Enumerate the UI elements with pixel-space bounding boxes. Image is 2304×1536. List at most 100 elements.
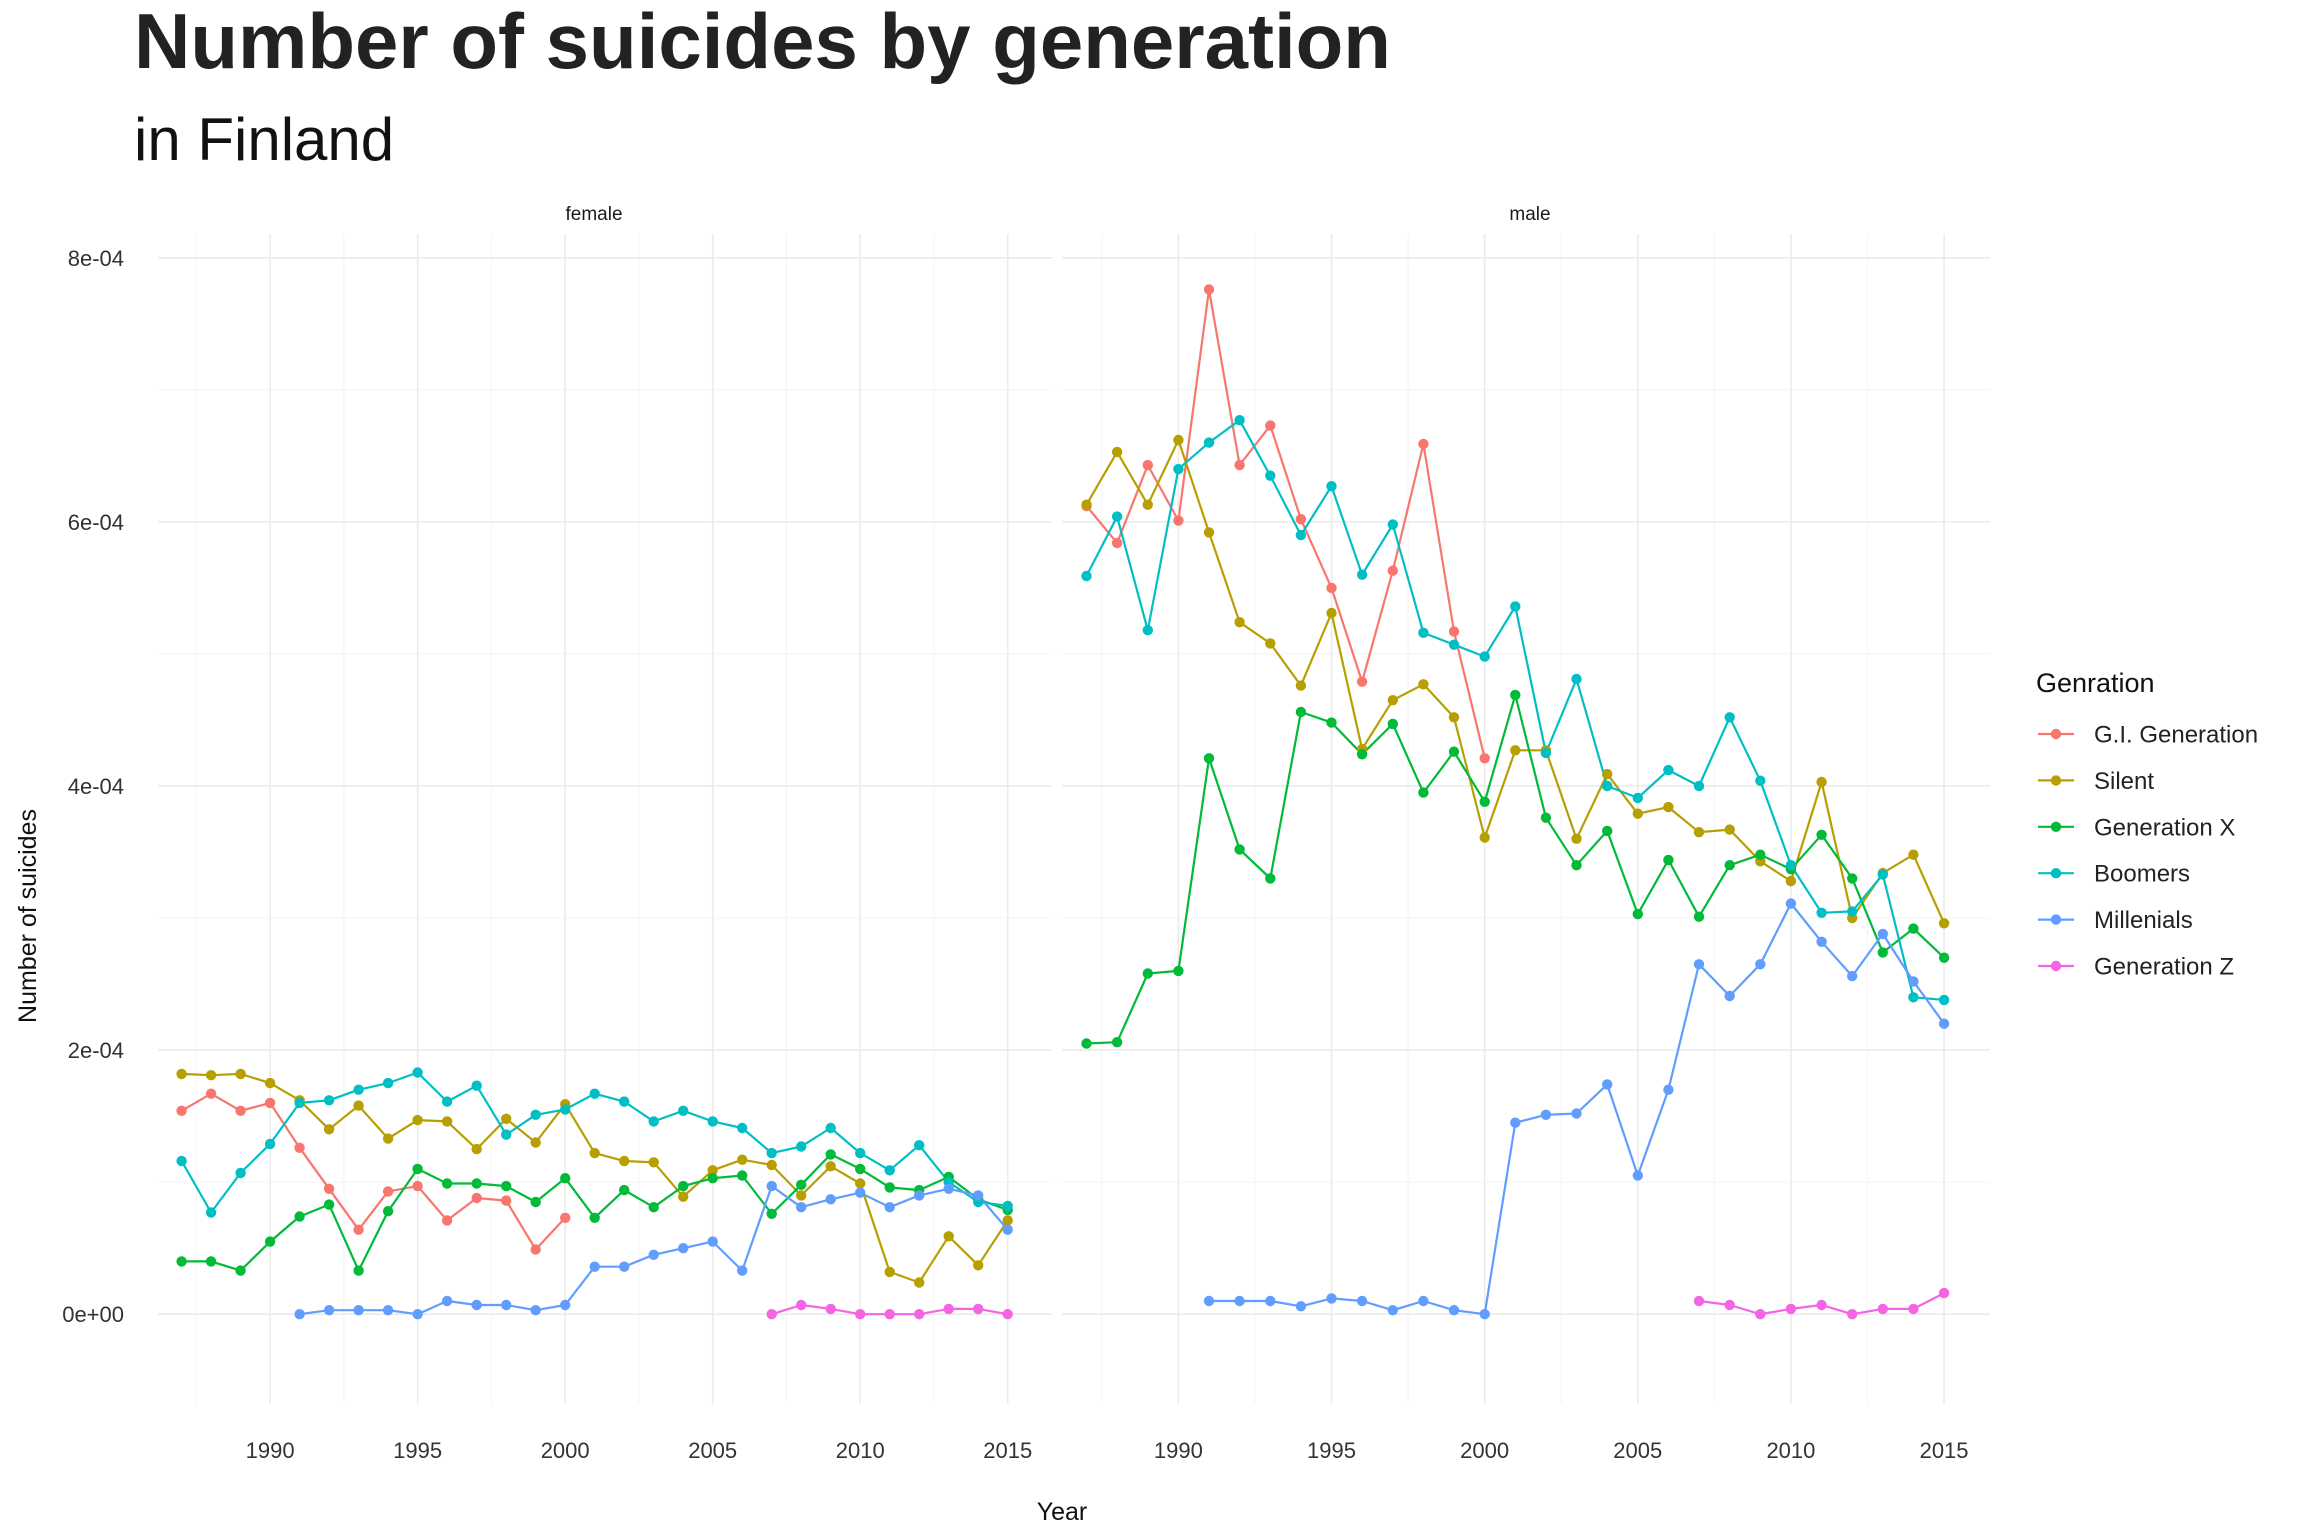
data-point-male-boomers — [1387, 519, 1399, 530]
legend-label: Silent — [2094, 768, 2154, 795]
legend-key-point — [2050, 775, 2062, 786]
data-point-female-generation-z — [1002, 1309, 1013, 1320]
data-point-male-millenials — [1816, 936, 1827, 947]
data-point-female-generation-x — [176, 1256, 187, 1267]
data-point-female-generation-x — [589, 1212, 600, 1224]
data-point-female-silent — [323, 1124, 335, 1135]
data-point-female-silent — [884, 1266, 895, 1278]
data-point-male-millenials — [1632, 1170, 1644, 1181]
data-point-female-millenials — [323, 1305, 335, 1316]
data-point-male-millenials — [1908, 976, 1919, 987]
data-point-male-boomers — [1356, 569, 1368, 580]
data-point-male-millenials — [1540, 1109, 1552, 1121]
data-point-male-silent — [1571, 833, 1582, 844]
data-point-female-generation-z — [825, 1303, 836, 1315]
data-point-male-boomers — [1448, 639, 1460, 650]
data-point-male-boomers — [1111, 511, 1123, 522]
data-point-female-millenials — [589, 1261, 600, 1272]
panel-strip-label-female: female — [565, 204, 622, 225]
data-point-female-generation-x — [235, 1265, 246, 1276]
legend: Genration G.I. Generation Silent Generatio… — [2036, 668, 2258, 981]
data-point-female-generation-x — [766, 1208, 777, 1220]
data-point-male-millenials — [1295, 1301, 1307, 1312]
data-point-male-g-i-generation — [1295, 514, 1307, 525]
data-point-male-generation-x — [1571, 860, 1582, 871]
data-point-male-silent — [1234, 617, 1245, 628]
data-point-male-silent — [1326, 607, 1337, 619]
data-point-male-generation-x — [1602, 825, 1613, 837]
panel-strip-label-male: male — [1509, 204, 1550, 225]
data-point-female-g-i-generation — [471, 1192, 482, 1204]
data-point-male-generation-x — [1203, 753, 1215, 764]
data-point-male-boomers — [1908, 992, 1919, 1003]
data-point-male-boomers — [1265, 470, 1276, 481]
data-point-male-generation-z — [1785, 1303, 1797, 1315]
data-point-male-g-i-generation — [1418, 438, 1429, 450]
data-point-male-generation-x — [1142, 968, 1154, 979]
legend-label: Millenials — [2094, 907, 2193, 934]
data-point-female-boomers — [914, 1140, 925, 1151]
data-point-male-millenials — [1448, 1305, 1460, 1316]
data-point-female-g-i-generation — [205, 1088, 217, 1099]
data-point-male-generation-x — [1877, 947, 1889, 958]
data-point-male-boomers — [1693, 780, 1705, 792]
panel-male: male 1990 1995 2000 2005 2010 2015 — [1062, 204, 1990, 1463]
data-point-male-millenials — [1479, 1309, 1490, 1320]
data-point-female-millenials — [382, 1305, 394, 1316]
y-axis-title: Number of suicides — [14, 809, 42, 1023]
data-point-male-g-i-generation — [1111, 537, 1123, 549]
data-point-male-generation-z — [1755, 1309, 1766, 1320]
data-point-female-millenials — [943, 1183, 954, 1195]
data-point-female-generation-x — [353, 1265, 364, 1276]
data-point-female-boomers — [294, 1097, 305, 1109]
data-point-female-generation-x — [412, 1163, 423, 1175]
data-point-male-g-i-generation — [1326, 582, 1337, 594]
data-point-female-boomers — [560, 1104, 571, 1115]
legend-label: Generation Z — [2094, 954, 2234, 981]
y-tick-label: 6e-04 — [68, 510, 124, 535]
data-point-female-generation-z — [973, 1303, 984, 1315]
x-tick-label: 2015 — [983, 1438, 1032, 1463]
data-point-male-g-i-generation — [1387, 565, 1399, 576]
data-point-female-g-i-generation — [294, 1142, 305, 1154]
data-point-female-boomers — [884, 1165, 895, 1176]
data-point-female-millenials — [855, 1187, 866, 1198]
data-point-male-generation-x — [1265, 873, 1276, 884]
data-point-male-boomers — [1632, 792, 1644, 804]
data-point-male-generation-z — [1724, 1299, 1735, 1311]
data-point-male-g-i-generation — [1479, 753, 1490, 764]
data-point-male-generation-x — [1724, 860, 1735, 871]
data-point-female-boomers — [707, 1116, 718, 1127]
data-point-male-silent — [1632, 808, 1644, 819]
data-point-female-boomers — [264, 1138, 276, 1150]
data-point-male-boomers — [1142, 625, 1154, 636]
data-point-male-generation-x — [1448, 746, 1460, 757]
series-line-male-g-i-generation — [1085, 288, 1486, 759]
data-point-female-millenials — [825, 1194, 836, 1205]
data-point-female-generation-x — [501, 1180, 512, 1192]
data-point-female-millenials — [501, 1299, 512, 1311]
data-point-female-millenials — [914, 1190, 925, 1201]
data-point-female-millenials — [648, 1249, 659, 1261]
data-point-female-g-i-generation — [441, 1215, 453, 1226]
data-point-female-generation-z — [796, 1299, 807, 1311]
data-point-male-boomers — [1081, 570, 1092, 582]
data-point-female-generation-x — [382, 1206, 394, 1217]
data-point-male-boomers — [1724, 712, 1735, 723]
data-point-female-boomers — [235, 1167, 246, 1179]
y-axis-ticks: 0e+00 2e-04 4e-04 6e-04 8e-04 — [62, 246, 124, 1327]
data-point-female-generation-x — [294, 1211, 305, 1222]
data-point-female-generation-x — [678, 1180, 689, 1192]
data-point-male-silent — [1448, 712, 1460, 723]
data-point-female-g-i-generation — [323, 1183, 335, 1195]
series-line-male-boomers — [1085, 419, 1945, 1001]
data-point-male-g-i-generation — [1142, 459, 1154, 471]
data-point-female-boomers — [855, 1147, 866, 1159]
data-point-female-silent — [825, 1161, 836, 1172]
data-point-female-silent — [619, 1155, 630, 1167]
data-point-female-boomers — [353, 1084, 364, 1095]
data-point-male-boomers — [1326, 481, 1337, 492]
chart-subtitle: in Finland — [134, 106, 394, 173]
data-point-female-boomers — [766, 1147, 777, 1159]
data-point-male-silent — [1663, 801, 1674, 813]
